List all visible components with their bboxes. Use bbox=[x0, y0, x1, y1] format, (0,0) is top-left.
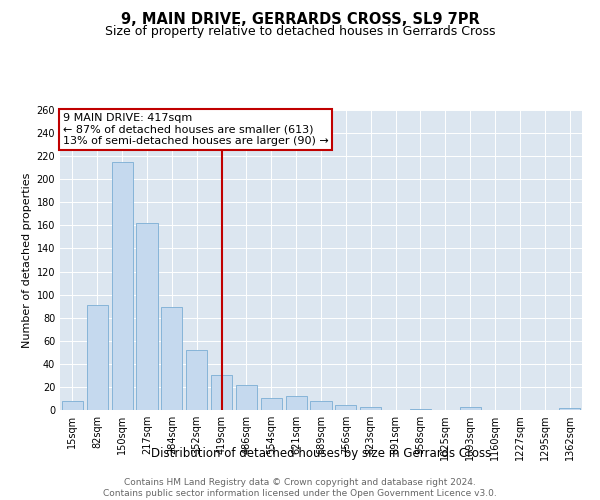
Bar bbox=[310, 401, 332, 410]
Bar bbox=[211, 376, 232, 410]
Bar bbox=[360, 406, 381, 410]
Bar bbox=[236, 384, 257, 410]
Bar bbox=[410, 409, 431, 410]
Bar bbox=[286, 396, 307, 410]
Text: Contains HM Land Registry data © Crown copyright and database right 2024.
Contai: Contains HM Land Registry data © Crown c… bbox=[103, 478, 497, 498]
Bar bbox=[460, 406, 481, 410]
Bar bbox=[87, 305, 108, 410]
Bar bbox=[62, 401, 83, 410]
Text: 9, MAIN DRIVE, GERRARDS CROSS, SL9 7PR: 9, MAIN DRIVE, GERRARDS CROSS, SL9 7PR bbox=[121, 12, 479, 28]
Bar bbox=[161, 308, 182, 410]
Y-axis label: Number of detached properties: Number of detached properties bbox=[22, 172, 32, 348]
Text: 9 MAIN DRIVE: 417sqm
← 87% of detached houses are smaller (613)
13% of semi-deta: 9 MAIN DRIVE: 417sqm ← 87% of detached h… bbox=[62, 113, 328, 146]
Bar bbox=[261, 398, 282, 410]
Bar bbox=[112, 162, 133, 410]
Bar bbox=[136, 223, 158, 410]
Text: Distribution of detached houses by size in Gerrards Cross: Distribution of detached houses by size … bbox=[151, 448, 491, 460]
Bar bbox=[335, 406, 356, 410]
Bar bbox=[186, 350, 207, 410]
Bar bbox=[559, 408, 580, 410]
Text: Size of property relative to detached houses in Gerrards Cross: Size of property relative to detached ho… bbox=[105, 25, 495, 38]
